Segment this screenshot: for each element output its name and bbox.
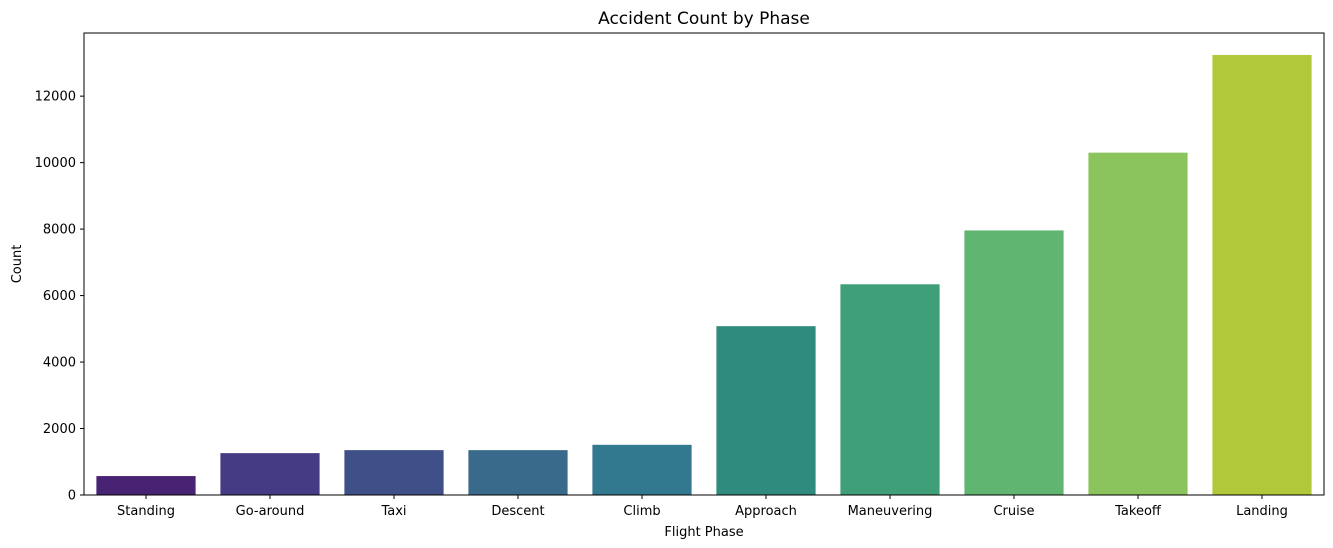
- x-tick-label: Go-around: [236, 504, 305, 519]
- chart-title: Accident Count by Phase: [598, 9, 810, 29]
- x-tick-label: Descent: [491, 504, 544, 519]
- bar-standing: [96, 476, 196, 495]
- y-tick-label: 2000: [43, 422, 76, 437]
- x-tick-label: Taxi: [380, 504, 406, 519]
- bar-takeoff: [1088, 152, 1188, 496]
- x-tick-label: Cruise: [993, 504, 1034, 519]
- y-tick-label: 4000: [43, 356, 76, 371]
- x-axis: Standing Go-around Taxi Descent Climb Approac…: [117, 495, 1288, 519]
- x-axis-label: Flight Phase: [664, 525, 743, 540]
- y-axis-label: Count: [10, 245, 25, 284]
- bar-taxi: [344, 450, 444, 495]
- x-tick-label: Approach: [735, 504, 797, 519]
- y-tick-label: 0: [68, 489, 76, 504]
- y-tick-label: 12000: [35, 90, 76, 105]
- bar-landing: [1212, 54, 1312, 495]
- x-tick-label: Takeoff: [1114, 504, 1162, 519]
- y-axis: 0 2000 4000 6000 8000 10000 12000: [35, 90, 84, 504]
- y-tick-label: 8000: [43, 223, 76, 238]
- bar-descent: [468, 450, 568, 495]
- y-tick-label: 6000: [43, 289, 76, 304]
- bar-cruise: [964, 230, 1064, 495]
- bars-group: [96, 54, 1312, 496]
- x-tick-label: Standing: [117, 504, 175, 519]
- y-tick-label: 10000: [35, 156, 76, 171]
- x-tick-label: Climb: [623, 504, 660, 519]
- x-tick-label: Maneuvering: [848, 504, 933, 519]
- bar-approach: [716, 326, 816, 495]
- bar-go-around: [220, 453, 320, 495]
- x-tick-label: Landing: [1236, 504, 1288, 519]
- plot-frame: [83, 32, 1325, 496]
- bar-climb: [592, 444, 692, 495]
- bar-maneuvering: [840, 284, 940, 495]
